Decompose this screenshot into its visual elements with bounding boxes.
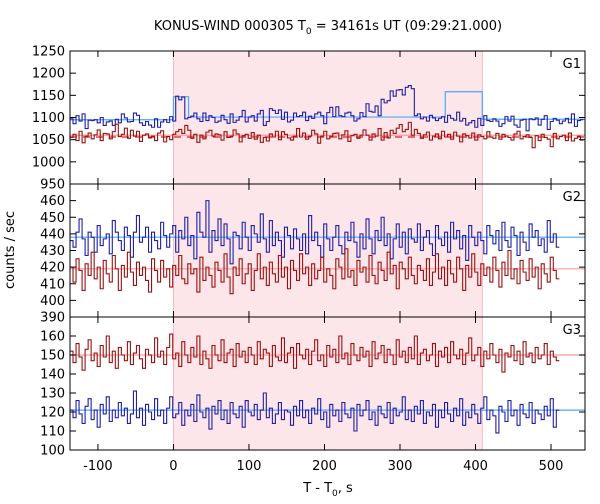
- xlabel-subscript: 0: [332, 489, 338, 499]
- y-axis-label: counts / sec: [3, 211, 18, 289]
- y-tick-label-g3-4: 140: [40, 368, 65, 383]
- series-g2-red: [70, 248, 560, 295]
- series-g2-blue: [70, 200, 560, 265]
- panel-label-g3: G3: [563, 323, 581, 338]
- y-tick-label-g1-2: 1050: [32, 133, 65, 148]
- x-tick-label-3: 200: [312, 459, 337, 474]
- xlabel-rest: , s: [338, 481, 353, 496]
- data-series-layer: [70, 85, 584, 434]
- x-tick-label-0: -100: [83, 459, 113, 474]
- chart-title: KONUS-WIND 000305 T0 = 34161s UT (09:29:…: [154, 19, 502, 37]
- xlabel-main: T - T: [302, 481, 332, 496]
- axes-layer: [69, 50, 586, 451]
- x-tick-label-6: 500: [539, 459, 564, 474]
- title-main: KONUS-WIND 000305 T: [154, 19, 306, 34]
- panel-label-g1: G1: [563, 57, 581, 72]
- shaded-interval-g2: [173, 184, 483, 317]
- y-tick-label-g1-6: 1250: [32, 45, 65, 60]
- series-g1-red: [70, 121, 584, 149]
- y-tick-label-g3-6: 160: [40, 330, 65, 345]
- x-tick-label-4: 300: [388, 459, 413, 474]
- series-g1-blue: [70, 85, 584, 132]
- y-tick-label-g2-0: 390: [40, 311, 65, 326]
- y-tick-label-g3-3: 130: [40, 387, 65, 402]
- fit-line-g1-0: [70, 91, 585, 121]
- x-tick-label-5: 400: [463, 459, 488, 474]
- x-tick-label-2: 100: [237, 459, 262, 474]
- y-tick-label-g2-1: 400: [40, 294, 65, 309]
- shaded-interval-g3: [173, 317, 483, 450]
- y-tick-label-g3-5: 150: [40, 349, 65, 364]
- y-tick-label-g1-4: 1150: [32, 89, 65, 104]
- text-layer: KONUS-WIND 000305 T0 = 34161s UT (09:29:…: [3, 19, 581, 499]
- series-g3-blue: [70, 390, 560, 434]
- y-tick-label-g3-2: 120: [40, 406, 65, 421]
- title-subscript: 0: [306, 27, 312, 37]
- x-tick-label-1: 0: [169, 459, 177, 474]
- y-tick-label-g2-4: 430: [40, 244, 65, 259]
- y-tick-label-g1-0: 950: [40, 178, 65, 193]
- series-g3-red: [70, 333, 560, 373]
- y-tick-label-g2-2: 410: [40, 277, 65, 292]
- y-tick-label-g2-3: 420: [40, 261, 65, 276]
- y-tick-label-g1-3: 1100: [32, 111, 65, 126]
- y-tick-label-g2-6: 450: [40, 211, 65, 226]
- panel-frame-g3: [69, 316, 586, 451]
- y-tick-label-g3-1: 110: [40, 425, 65, 440]
- shaded-interval-layer: [172, 51, 483, 450]
- y-tick-label-g3-0: 100: [40, 444, 65, 459]
- title-rest: = 34161s UT (09:29:21.000): [312, 19, 502, 34]
- y-tick-label-g1-5: 1200: [32, 67, 65, 82]
- y-tick-label-g1-1: 1000: [32, 155, 65, 170]
- x-axis-label: T - T0, s: [302, 481, 353, 499]
- y-tick-label-g2-7: 460: [40, 194, 65, 209]
- panel-label-g2: G2: [563, 190, 581, 205]
- y-tick-label-g2-5: 440: [40, 227, 65, 242]
